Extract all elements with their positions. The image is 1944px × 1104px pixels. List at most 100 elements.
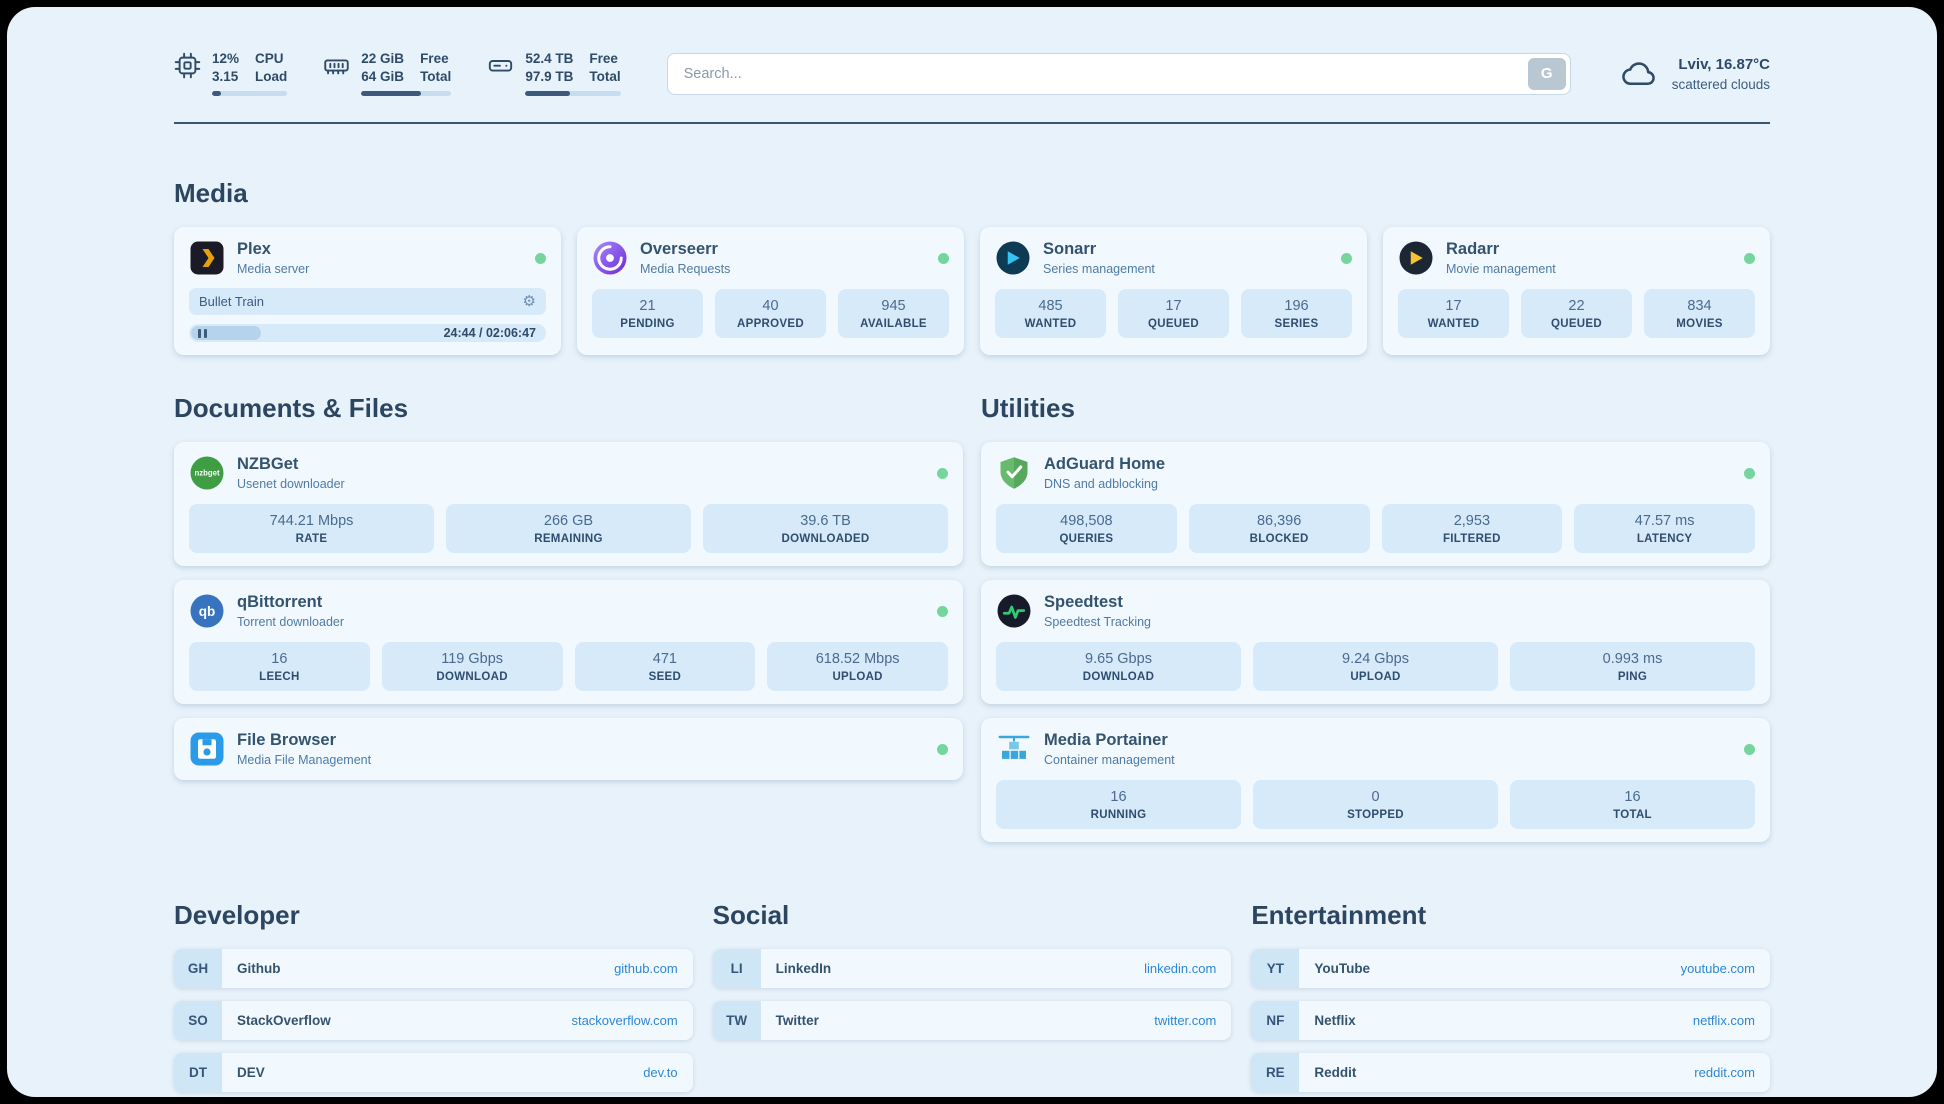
bookmark-youtube[interactable]: YT YouTube youtube.com bbox=[1251, 949, 1770, 988]
stat-box: 39.6 TB DOWNLOADED bbox=[703, 504, 948, 553]
bookmark-netflix[interactable]: NF Netflix netflix.com bbox=[1251, 1001, 1770, 1040]
service-name: Sonarr bbox=[1043, 240, 1097, 258]
overseerr-icon bbox=[592, 240, 628, 276]
weather-widget: Lviv, 16.87°C scattered clouds bbox=[1617, 56, 1770, 92]
now-playing-title: Bullet Train bbox=[199, 294, 265, 309]
stat-box: 471 SEED bbox=[574, 642, 756, 691]
cpu-progressbar bbox=[212, 91, 288, 96]
bookmark-linkedin[interactable]: LI LinkedIn linkedin.com bbox=[712, 949, 1232, 988]
stat-box: 0 STOPPED bbox=[1253, 780, 1498, 829]
ram-free-label: Free bbox=[420, 51, 449, 66]
service-subtitle: Usenet downloader bbox=[237, 477, 345, 491]
cpu-load-value: 3.15 bbox=[212, 69, 239, 84]
service-subtitle: Media File Management bbox=[237, 753, 372, 767]
adguard-icon bbox=[996, 455, 1032, 491]
ram-total-label: Total bbox=[420, 69, 452, 84]
stat-box: 945 AVAILABLE bbox=[838, 289, 949, 338]
service-subtitle: Movie management bbox=[1446, 262, 1556, 276]
cpu-icon bbox=[174, 52, 201, 79]
disk-progress-fill bbox=[525, 91, 571, 96]
bookmark-url[interactable]: github.com bbox=[614, 961, 678, 976]
stat-box: 744.21 Mbps RATE bbox=[189, 504, 434, 553]
now-playing-strip: Bullet Train ⚙ bbox=[189, 288, 546, 315]
overseerr-card[interactable]: Overseerr Media Requests 21 PENDING 40 A… bbox=[577, 227, 964, 355]
stat-box: 16 RUNNING bbox=[996, 780, 1241, 829]
filebrowser-card[interactable]: File Browser Media File Management bbox=[174, 718, 963, 780]
sonarr-card[interactable]: Sonarr Series management 485 WANTED 17 Q… bbox=[980, 227, 1367, 355]
cpu-label: CPU bbox=[255, 51, 284, 66]
service-name: File Browser bbox=[237, 731, 337, 749]
entertainment-section-title: Entertainment bbox=[1251, 900, 1427, 930]
filebrowser-icon bbox=[189, 731, 225, 767]
entertainment-bookmarks: Entertainment YT YouTube youtube.com NF … bbox=[1251, 900, 1770, 1092]
developer-section-title: Developer bbox=[174, 900, 300, 930]
service-name: Overseerr bbox=[640, 240, 718, 258]
stat-box: 40 APPROVED bbox=[715, 289, 826, 338]
adguard-card[interactable]: AdGuard Home DNS and adblocking 498,508 … bbox=[981, 442, 1770, 566]
qbittorrent-icon: qb bbox=[189, 593, 225, 629]
service-subtitle: Media server bbox=[237, 262, 310, 276]
playback-progress-fill bbox=[191, 326, 261, 340]
speedtest-icon bbox=[996, 593, 1032, 629]
bookmark-url[interactable]: twitter.com bbox=[1154, 1013, 1217, 1028]
disk-widget: 52.4 TB 97.9 TB Free Total bbox=[487, 51, 621, 96]
bookmark-name: StackOverflow bbox=[237, 1013, 331, 1028]
plex-icon bbox=[189, 240, 225, 276]
radarr-card[interactable]: Radarr Movie management 17 WANTED 22 QUE… bbox=[1383, 227, 1770, 355]
bookmark-github[interactable]: GH Github github.com bbox=[174, 949, 693, 988]
stat-box: 2,953 FILTERED bbox=[1381, 504, 1563, 553]
weather-condition: scattered clouds bbox=[1671, 76, 1770, 92]
service-subtitle: Media Requests bbox=[640, 262, 731, 276]
status-dot bbox=[937, 467, 948, 479]
bookmark-reddit[interactable]: RE Reddit reddit.com bbox=[1251, 1053, 1770, 1092]
pause-icon bbox=[204, 328, 207, 338]
cpu-load-label: Load bbox=[255, 69, 288, 84]
service-name: AdGuard Home bbox=[1044, 455, 1166, 473]
documents-section-title: Documents & Files bbox=[174, 393, 409, 423]
search-engine-button[interactable]: G bbox=[1527, 57, 1566, 90]
qbittorrent-card[interactable]: qb qBittorrent Torrent downloader 16 LEE… bbox=[174, 580, 963, 704]
settings-gear-icon[interactable]: ⚙ bbox=[522, 293, 536, 310]
bookmark-url[interactable]: dev.to bbox=[643, 1065, 678, 1080]
stat-box: 266 GB REMAINING bbox=[446, 504, 691, 553]
bookmark-dev[interactable]: DT DEV dev.to bbox=[174, 1053, 693, 1092]
bookmark-url[interactable]: youtube.com bbox=[1680, 961, 1755, 976]
service-name: NZBGet bbox=[237, 455, 299, 473]
stat-box: 86,396 BLOCKED bbox=[1188, 504, 1370, 553]
status-dot bbox=[1744, 252, 1755, 264]
bookmark-url[interactable]: netflix.com bbox=[1692, 1013, 1755, 1028]
stat-box: 0.993 ms PING bbox=[1510, 642, 1755, 691]
disk-total-value: 97.9 TB bbox=[525, 69, 574, 84]
status-dot bbox=[1744, 743, 1755, 755]
plex-card[interactable]: Plex Media server Bullet Train ⚙ 24:44 /… bbox=[174, 227, 561, 355]
portainer-card[interactable]: Media Portainer Container management 16 … bbox=[981, 718, 1770, 842]
topbar-divider bbox=[174, 122, 1770, 124]
stat-box: 196 SERIES bbox=[1241, 289, 1352, 338]
playback-progressbar[interactable]: 24:44 / 02:06:47 bbox=[189, 324, 546, 342]
nzbget-card[interactable]: nzbget NZBGet Usenet downloader 744.21 M… bbox=[174, 442, 963, 566]
github-icon: GH bbox=[174, 949, 222, 988]
bookmark-name: YouTube bbox=[1314, 961, 1371, 976]
status-dot bbox=[937, 605, 948, 617]
linkedin-icon: LI bbox=[712, 949, 761, 988]
bookmark-twitter[interactable]: TW Twitter twitter.com bbox=[712, 1001, 1232, 1040]
stat-box: 21 PENDING bbox=[592, 289, 703, 338]
playback-time: 24:44 / 02:06:47 bbox=[443, 326, 536, 340]
utilities-section-title: Utilities bbox=[981, 393, 1075, 423]
dev-icon: DT bbox=[174, 1053, 222, 1092]
reddit-icon: RE bbox=[1251, 1053, 1300, 1092]
service-subtitle: Speedtest Tracking bbox=[1044, 615, 1152, 629]
speedtest-card[interactable]: Speedtest Speedtest Tracking 9.65 Gbps D… bbox=[981, 580, 1770, 704]
stat-box: 17 WANTED bbox=[1398, 289, 1509, 338]
bookmark-url[interactable]: linkedin.com bbox=[1144, 961, 1217, 976]
stat-box: 17 QUEUED bbox=[1118, 289, 1229, 338]
bookmark-stackoverflow[interactable]: SO StackOverflow stackoverflow.com bbox=[174, 1001, 693, 1040]
service-subtitle: DNS and adblocking bbox=[1044, 477, 1158, 491]
disk-total-label: Total bbox=[589, 69, 621, 84]
utilities-section: Utilities AdGuard Home DNS and adblockin… bbox=[981, 393, 1770, 842]
radarr-icon bbox=[1398, 240, 1434, 276]
bookmark-url[interactable]: reddit.com bbox=[1694, 1065, 1755, 1080]
search-input[interactable] bbox=[666, 52, 1571, 95]
ram-free-value: 22 GiB bbox=[361, 51, 405, 66]
bookmark-url[interactable]: stackoverflow.com bbox=[571, 1013, 678, 1028]
